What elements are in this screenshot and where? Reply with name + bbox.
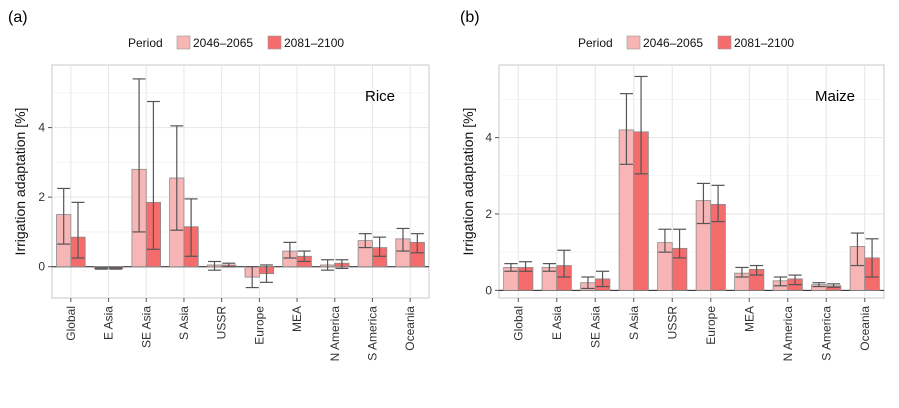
y-axis-title: Irrigation adaptation [%] bbox=[460, 108, 476, 256]
x-tick-label: Oceania bbox=[403, 306, 417, 351]
legend-swatch bbox=[267, 35, 282, 50]
legend-swatch bbox=[626, 35, 641, 50]
x-tick-label: USSR bbox=[665, 306, 679, 340]
x-tick-label: N America bbox=[781, 306, 795, 362]
x-tick-label: S Asia bbox=[627, 306, 641, 340]
panel-label: (a) bbox=[8, 9, 28, 26]
x-tick-label: E Asia bbox=[102, 306, 116, 340]
crop-label: Maize bbox=[815, 88, 855, 105]
legend-swatch bbox=[717, 35, 732, 50]
x-tick-label: Europe bbox=[704, 306, 718, 345]
legend-entry: 2081–2100 bbox=[734, 36, 794, 50]
x-tick-label: Global bbox=[511, 306, 525, 341]
plot-area bbox=[498, 64, 885, 299]
x-tick-label: Oceania bbox=[858, 306, 872, 351]
chart-panel-b: (b) Period 2046–2065 2081–2100 0 2 4 Global E As… bbox=[460, 9, 885, 362]
x-tick-label: SE Asia bbox=[139, 306, 153, 348]
x-tick-label: Europe bbox=[252, 306, 266, 345]
x-tick-label: S Asia bbox=[177, 306, 191, 340]
legend-title: Period bbox=[578, 36, 613, 50]
legend-entry: 2046–2065 bbox=[193, 36, 253, 50]
x-tick-label: MEA bbox=[742, 306, 756, 332]
legend-swatch bbox=[176, 35, 191, 50]
x-tick-label: USSR bbox=[215, 306, 229, 340]
crop-label: Rice bbox=[365, 88, 395, 105]
x-tick-label: S America bbox=[365, 306, 379, 361]
x-tick-label: Global bbox=[64, 306, 78, 341]
x-tick-label: MEA bbox=[290, 306, 304, 332]
y-tick-label: 4 bbox=[485, 131, 492, 145]
y-tick-label: 2 bbox=[485, 207, 492, 221]
y-axis-title: Irrigation adaptation [%] bbox=[12, 108, 28, 256]
x-tick-label: N America bbox=[328, 306, 342, 362]
legend-title: Period bbox=[128, 36, 163, 50]
legend-entry: 2046–2065 bbox=[643, 36, 703, 50]
y-tick-label: 0 bbox=[485, 283, 492, 297]
y-tick-label: 0 bbox=[38, 260, 45, 274]
y-tick-label: 4 bbox=[38, 121, 45, 135]
y-tick-label: 2 bbox=[38, 190, 45, 204]
legend: Period 2046–2065 2081–2100 bbox=[128, 35, 344, 50]
legend: Period 2046–2065 2081–2100 bbox=[578, 35, 794, 50]
x-tick-label: S America bbox=[819, 306, 833, 361]
panel-label: (b) bbox=[460, 9, 480, 26]
x-tick-label: SE Asia bbox=[588, 306, 602, 348]
x-tick-label: E Asia bbox=[550, 306, 564, 340]
chart-panel-a: (a) Period 2046–2065 2081–2100 0 2 4 Global E As… bbox=[8, 9, 430, 362]
legend-entry: 2081–2100 bbox=[284, 36, 344, 50]
